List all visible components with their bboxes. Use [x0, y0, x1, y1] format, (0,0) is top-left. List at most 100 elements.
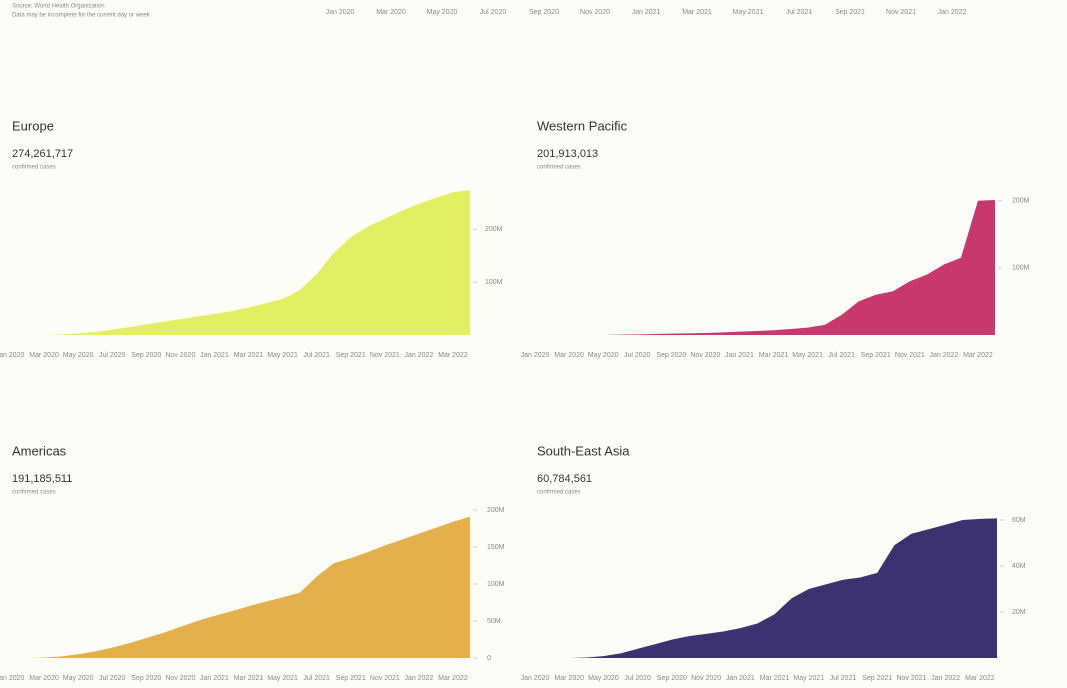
x-tick-label: Jan 2021 — [726, 675, 755, 682]
x-tick-label: Mar 2021 — [234, 675, 264, 682]
x-tick-label: Sep 2020 — [131, 675, 161, 682]
x-tick-label: Jul 2021 — [830, 675, 857, 682]
source: Source: World Health Organization — [12, 4, 105, 10]
top-axis-label: Jan 2022 — [938, 9, 967, 16]
top-axis-label: May 2021 — [733, 9, 764, 16]
total-caption: confirmed cases — [12, 490, 56, 496]
x-tick-label: Jul 2020 — [99, 352, 126, 359]
x-tick-label: Jan 2021 — [725, 352, 754, 359]
x-tick-label: Mar 2020 — [29, 675, 59, 682]
x-tick-label: May 2021 — [793, 675, 824, 682]
x-tick-label: Jan 2021 — [200, 352, 229, 359]
y-tick-label: 200M — [1012, 198, 1030, 205]
x-tick-label: Mar 2021 — [759, 352, 789, 359]
x-tick-label: Jan 2021 — [200, 675, 229, 682]
area — [10, 516, 470, 658]
x-tick-label: Sep 2020 — [657, 675, 687, 682]
x-tick-label: May 2021 — [792, 352, 823, 359]
y-tick-label: 40M — [1012, 563, 1026, 570]
total-cases: 274,261,717 — [12, 148, 73, 160]
x-tick-label: Mar 2022 — [438, 352, 468, 359]
top-axis-label: Nov 2021 — [886, 9, 916, 16]
x-tick-label: Mar 2021 — [234, 352, 264, 359]
x-tick-label: Sep 2021 — [862, 675, 892, 682]
y-tick-label: 20M — [1012, 609, 1026, 616]
x-tick-label: Jul 2021 — [828, 352, 855, 359]
top-axis-label: Mar 2021 — [682, 9, 712, 16]
region-title: South-East Asia — [537, 443, 630, 458]
x-tick-label: Jan 2020 — [0, 352, 25, 359]
x-tick-label: Jul 2021 — [303, 675, 330, 682]
x-tick-label: May 2020 — [588, 675, 619, 682]
y-tick-label: 100M — [485, 279, 503, 286]
total-cases: 60,784,561 — [537, 473, 592, 485]
top-axis-label: Jan 2021 — [632, 9, 661, 16]
x-tick-label: Mar 2021 — [760, 675, 790, 682]
x-tick-label: Sep 2021 — [336, 675, 366, 682]
x-tick-label: May 2021 — [267, 352, 298, 359]
x-tick-label: Nov 2021 — [895, 352, 925, 359]
y-tick-label: 50M — [487, 618, 501, 625]
y-tick-label: 150M — [487, 544, 505, 551]
x-tick-label: May 2020 — [588, 352, 619, 359]
top-axis-label: Jul 2020 — [480, 9, 507, 16]
x-tick-label: Nov 2021 — [370, 352, 400, 359]
x-tick-label: Sep 2021 — [861, 352, 891, 359]
x-tick-label: Mar 2022 — [438, 675, 468, 682]
x-tick-label: Jul 2020 — [99, 675, 126, 682]
total-caption: confirmed cases — [537, 490, 581, 496]
top-axis-label: Sep 2021 — [835, 9, 865, 16]
x-tick-label: Jul 2021 — [303, 352, 330, 359]
x-tick-label: May 2020 — [63, 675, 94, 682]
area — [535, 200, 995, 335]
y-tick-label: 200M — [487, 507, 505, 514]
x-tick-label: Jan 2020 — [0, 675, 25, 682]
area — [535, 518, 997, 658]
y-tick-label: 60M — [1012, 517, 1026, 524]
x-tick-label: Nov 2020 — [165, 352, 195, 359]
x-tick-label: Jan 2022 — [404, 352, 433, 359]
x-tick-label: Nov 2021 — [896, 675, 926, 682]
x-tick-label: Nov 2020 — [690, 352, 720, 359]
top-axis-label: May 2020 — [427, 9, 458, 16]
top-axis-label: Nov 2020 — [580, 9, 610, 16]
top-axis-label: Jul 2021 — [786, 9, 813, 16]
x-tick-label: Nov 2021 — [370, 675, 400, 682]
x-tick-label: Mar 2022 — [963, 352, 993, 359]
total-cases: 201,913,013 — [537, 148, 598, 160]
total-caption: confirmed cases — [12, 165, 56, 171]
total-cases: 191,185,511 — [12, 473, 72, 485]
x-tick-label: Sep 2020 — [656, 352, 686, 359]
region-title: Europe — [12, 118, 54, 133]
region-title: Americas — [12, 443, 67, 458]
x-tick-label: Jan 2020 — [521, 352, 550, 359]
region-title: Western Pacific — [537, 118, 628, 133]
area — [10, 190, 470, 335]
x-tick-label: Sep 2020 — [131, 352, 161, 359]
top-axis-label: Jan 2020 — [326, 9, 355, 16]
x-tick-label: Mar 2022 — [965, 675, 995, 682]
top-axis-label: Mar 2020 — [376, 9, 406, 16]
total-caption: confirmed cases — [537, 165, 581, 171]
x-tick-label: Mar 2020 — [554, 352, 584, 359]
x-tick-label: Mar 2020 — [29, 352, 59, 359]
x-tick-label: Mar 2020 — [554, 675, 584, 682]
x-tick-label: May 2021 — [267, 675, 298, 682]
y-tick-label: 200M — [485, 226, 503, 233]
x-tick-label: Nov 2020 — [165, 675, 195, 682]
top-axis-label: Sep 2020 — [529, 9, 559, 16]
x-tick-label: May 2020 — [63, 352, 94, 359]
x-tick-label: Sep 2021 — [336, 352, 366, 359]
y-tick-label: 100M — [487, 581, 505, 588]
y-tick-label: 100M — [1012, 265, 1030, 272]
x-tick-label: Jan 2022 — [929, 352, 958, 359]
y-tick-label: 0 — [487, 655, 491, 662]
note: Data may be incomplete for the current d… — [12, 13, 151, 19]
x-tick-label: Jan 2022 — [931, 675, 960, 682]
x-tick-label: Nov 2020 — [691, 675, 721, 682]
x-tick-label: Jul 2020 — [624, 675, 651, 682]
x-tick-label: Jul 2020 — [624, 352, 651, 359]
x-tick-label: Jan 2022 — [404, 675, 433, 682]
x-tick-label: Jan 2020 — [521, 675, 550, 682]
